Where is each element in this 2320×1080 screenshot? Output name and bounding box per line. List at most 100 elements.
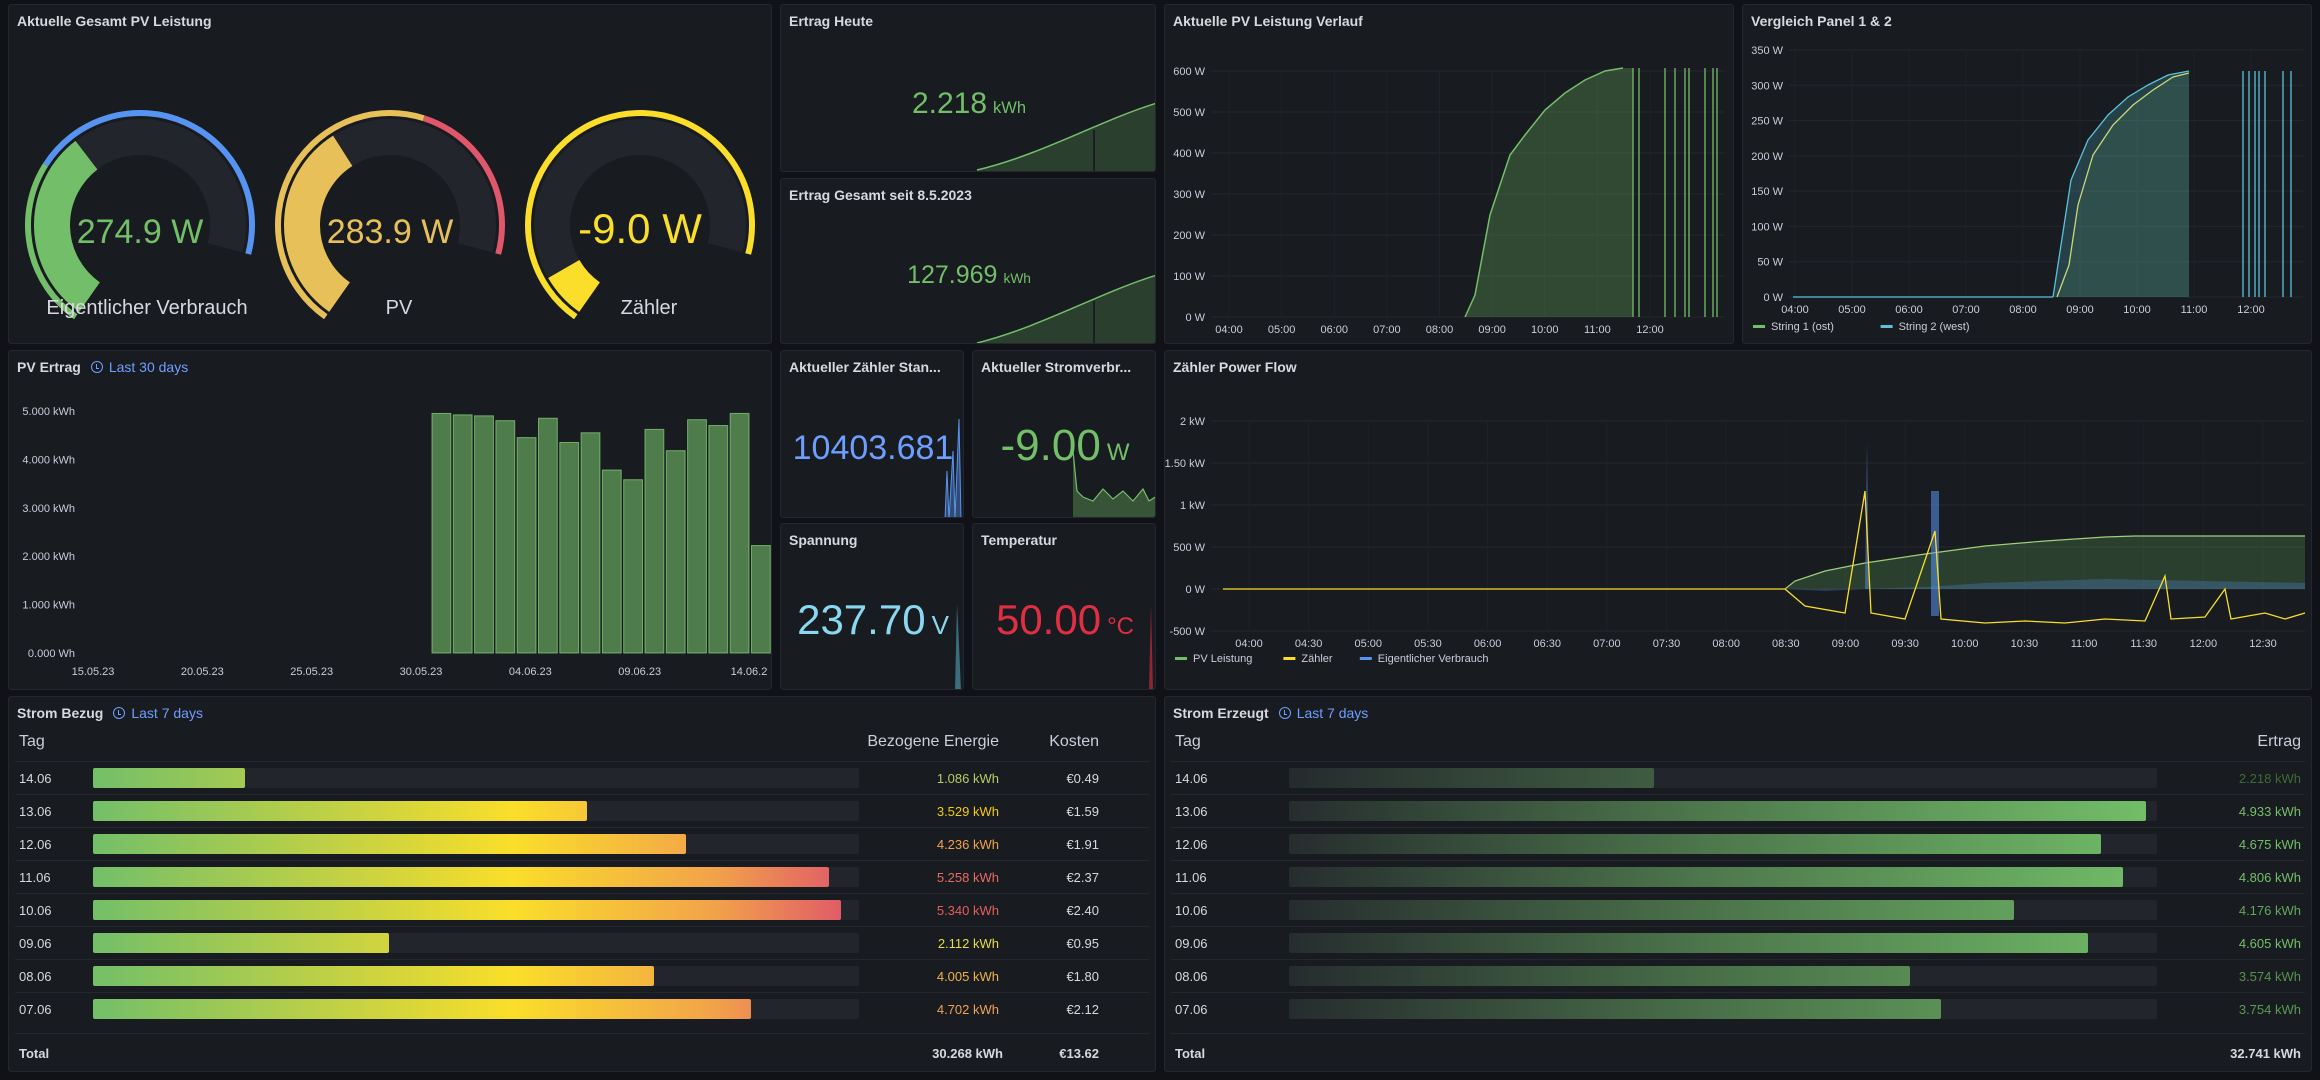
x-tick-label: 04:00 (1781, 304, 1809, 316)
table-row: 14.06 1.086 kWh €0.49 (15, 761, 1149, 794)
y-tick-label: 150 W (1751, 186, 1783, 198)
bar-background (1289, 768, 2157, 788)
bar-background (1289, 867, 2157, 887)
x-tick-label: 08:30 (1772, 638, 1800, 650)
value-bar (1289, 867, 2124, 887)
pv-ertrag-bar (687, 419, 707, 654)
row-kosten: €2.40 (1066, 902, 1099, 918)
row-tag: 14.06 (1175, 770, 1208, 786)
pv-ertrag-bar-chart: 5.000 kWh 4.000 kWh 3.000 kWh 2.000 kWh 1.00… (22, 406, 771, 678)
gauge-threshold-arc (275, 110, 425, 320)
row-tag: 10.06 (19, 902, 52, 918)
bar-background (93, 768, 859, 788)
time-range-picker[interactable]: Last 7 days (113, 705, 203, 721)
y-tick-label: 4.000 kWh (22, 454, 75, 466)
y-tick-label: 5.000 kWh (22, 406, 75, 418)
column-header-tag[interactable]: Tag (1175, 733, 1201, 750)
table-total-row: Total 30.268 kWh €13.62 (15, 1033, 1149, 1071)
pv-ertrag-bar (751, 545, 771, 654)
value-bar (93, 999, 751, 1019)
x-tick-label: 06:00 (1474, 638, 1502, 650)
bar-background (93, 999, 859, 1019)
row-ertrag: 4.675 kWh (2238, 836, 2301, 852)
panel-title: Vergleich Panel 1 & 2 (1751, 13, 1892, 29)
y-tick-label: 1 kW (1180, 500, 1206, 512)
row-tag: 12.06 (1175, 836, 1208, 852)
row-tag: 07.06 (19, 1001, 52, 1017)
legend-label: String 2 (west) (1899, 321, 1970, 333)
panel-title: Ertrag Gesamt seit 8.5.2023 (789, 187, 972, 203)
stromverbrauch-sparkline (1072, 450, 1155, 517)
panel-title: Strom Erzeugt Last 7 days (1173, 705, 1369, 721)
strom-bezug-panel: Strom Bezug Last 7 days Tag Bezogene Ener… (8, 696, 1156, 1072)
value-bar (93, 966, 654, 986)
value-bar (93, 768, 245, 788)
y-tick-label: 1.50 kW (1165, 458, 1206, 470)
x-tick-label: 05:00 (1355, 638, 1383, 650)
legend-swatch (1880, 325, 1893, 328)
row-ertrag: 3.754 kWh (2238, 1001, 2301, 1017)
y-tick-label: 2 kW (1180, 416, 1206, 428)
column-header-ertrag[interactable]: Ertrag (2257, 733, 2301, 750)
gauge-threshold-arc (422, 115, 505, 255)
panel-title: Temperatur (981, 532, 1057, 548)
time-range-picker[interactable]: Last 30 days (90, 359, 188, 375)
value-bar (93, 834, 686, 854)
row-kosten: €1.59 (1066, 803, 1099, 819)
panel-title: Aktuelle PV Leistung Verlauf (1173, 13, 1363, 29)
bar-background (93, 801, 859, 821)
x-tick-label: 20.05.23 (181, 666, 224, 678)
x-tick-label: 15.05.23 (72, 666, 115, 678)
column-header-tag[interactable]: Tag (19, 733, 45, 750)
table-row: 11.06 4.806 kWh (1171, 860, 2305, 893)
value-bar (1289, 966, 1910, 986)
string-1-line (2056, 72, 2190, 298)
bar-background (93, 834, 859, 854)
pv-ertrag-bar (474, 415, 494, 654)
row-tag: 11.06 (19, 869, 51, 885)
panel-title: Spannung (789, 532, 858, 548)
y-tick-label: 200 W (1173, 230, 1205, 242)
table-row: 07.06 3.754 kWh (1171, 992, 2305, 1025)
panel-title: Ertrag Heute (789, 13, 874, 29)
total-label: Total (1175, 1046, 1206, 1061)
x-tick-label: 06:30 (1533, 638, 1561, 650)
table-row: 12.06 4.675 kWh (1171, 827, 2305, 860)
bar-background (1289, 801, 2157, 821)
row-kosten: €2.12 (1066, 1001, 1099, 1017)
x-tick-label: 11:00 (2181, 304, 2208, 316)
table-row: 14.06 2.218 kWh (1171, 761, 2305, 794)
row-tag: 11.06 (1175, 869, 1207, 885)
pv-leistung-area (1465, 68, 1623, 317)
temperatur-value: 50.00 °C (995, 596, 1135, 643)
bar-background (1289, 933, 2157, 953)
ertrag-heute-value: 2.218 kWh (911, 87, 1027, 120)
x-tick-label: 04:00 (1215, 324, 1243, 336)
y-tick-label: 50 W (1757, 257, 1783, 269)
value-bar (1289, 999, 1941, 1019)
strom-erzeugt-panel: Strom Erzeugt Last 7 days Tag Ertrag 14.0… (1164, 696, 2312, 1072)
y-tick-label: 300 W (1173, 189, 1205, 201)
x-tick-label: 12:00 (1636, 324, 1664, 336)
y-tick-label: 0.000 Wh (28, 648, 75, 660)
strom-bezug-table: Tag Bezogene Energie Kosten 14.06 1.086 k… (15, 725, 1149, 1071)
zaehler-stand-panel: Aktueller Zähler Stan... 10403.681 (780, 350, 964, 518)
column-header-energie[interactable]: Bezogene Energie (867, 733, 999, 750)
column-header-kosten[interactable]: Kosten (1049, 733, 1099, 750)
time-range-picker[interactable]: Last 7 days (1278, 705, 1368, 721)
gauge-track (534, 119, 746, 312)
table-row: 10.06 4.176 kWh (1171, 893, 2305, 926)
pv-ertrag-bar (601, 469, 622, 654)
bar-background (93, 900, 859, 920)
pv-ertrag-bar (708, 425, 729, 654)
pv-ertrag-bar (516, 437, 537, 654)
panel-title: Strom Bezug Last 7 days (17, 705, 203, 721)
ertrag-heute-sparkline (976, 102, 1155, 171)
pv-verlauf-panel: Aktuelle PV Leistung Verlauf 600 W 500 W 4… (1164, 4, 1734, 344)
row-kosten: €2.37 (1066, 869, 1099, 885)
pv-ertrag-bar (538, 417, 558, 654)
pv-ertrag-bar (644, 428, 665, 654)
row-kosten: €1.80 (1066, 968, 1099, 984)
x-tick-label: 04:30 (1295, 638, 1323, 650)
pv-ertrag-bar (665, 450, 686, 654)
